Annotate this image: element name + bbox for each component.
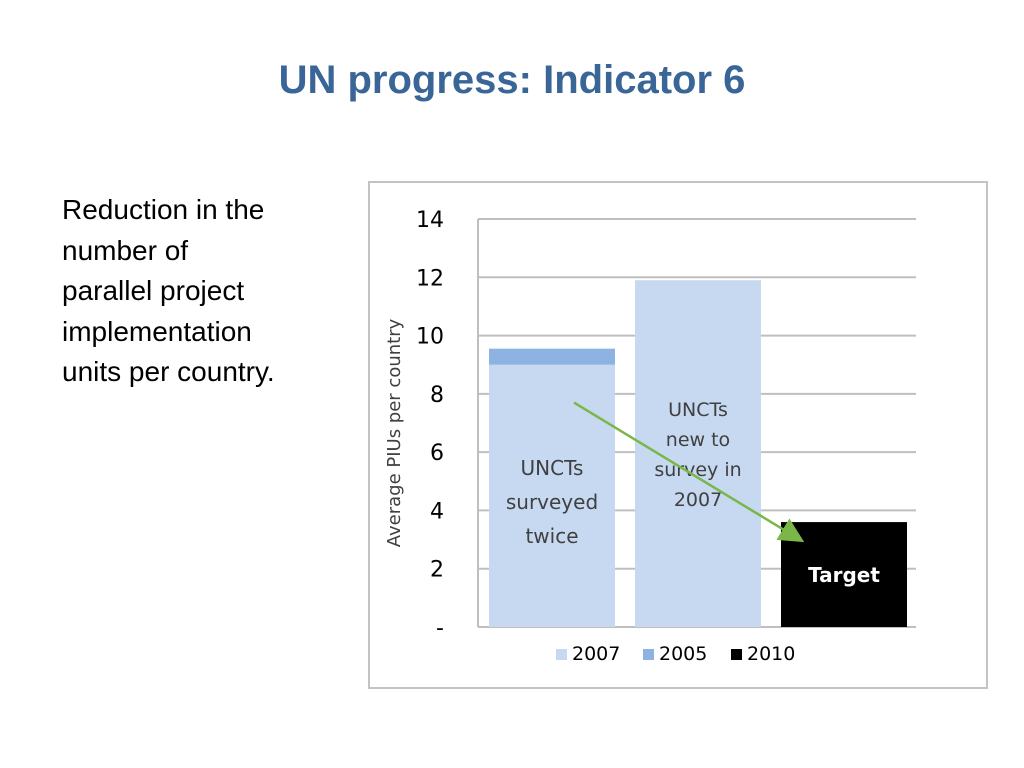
- chart-frame: - 2 4 6 8 10 12 14 Average PIUs per country UNCTs…: [368, 181, 988, 689]
- slide-title: UN progress: Indicator 6: [278, 58, 746, 102]
- description-line: implementation: [62, 315, 252, 347]
- y-tick-label: 6: [430, 441, 444, 466]
- legend-label: 2007: [572, 643, 620, 665]
- y-tick-label: 4: [430, 499, 444, 524]
- bar-label: Target: [808, 563, 880, 587]
- bar-label: surveyed: [506, 490, 598, 514]
- y-tick-label: -: [436, 616, 444, 641]
- legend-swatch-2010: [731, 649, 742, 660]
- bar-segment-2007: [635, 280, 761, 627]
- y-tick-label: 14: [416, 208, 444, 233]
- bar-label: new to: [666, 429, 730, 451]
- bar-segment-2007: [489, 364, 615, 627]
- bar-label: UNCTs: [668, 399, 728, 421]
- slide-description: Reduction in the number of parallel proj…: [62, 190, 342, 393]
- y-tick-label: 2: [430, 558, 444, 583]
- y-tick-label: 12: [416, 266, 444, 291]
- legend-label: 2005: [659, 643, 707, 665]
- bar-label: UNCTs: [521, 456, 584, 480]
- description-line: number of: [62, 234, 189, 266]
- trend-arrow: [573, 401, 805, 543]
- bar-label: 2007: [674, 489, 722, 511]
- legend-swatch-2005: [643, 649, 654, 660]
- description-line: Reduction in the: [62, 194, 265, 225]
- legend-label: 2010: [747, 643, 795, 665]
- y-tick-label: 10: [416, 325, 444, 350]
- bar-label: twice: [525, 524, 578, 548]
- y-axis-label: Average PIUs per country: [384, 318, 405, 547]
- bar-chart: - 2 4 6 8 10 12 14 Average PIUs per country UNCTs…: [384, 208, 916, 665]
- description-line: parallel project: [62, 275, 245, 306]
- description-line: units per country.: [62, 356, 275, 387]
- bar-segment-2005: [489, 348, 615, 365]
- y-tick-label: 8: [430, 383, 444, 408]
- legend-swatch-2007: [556, 649, 567, 660]
